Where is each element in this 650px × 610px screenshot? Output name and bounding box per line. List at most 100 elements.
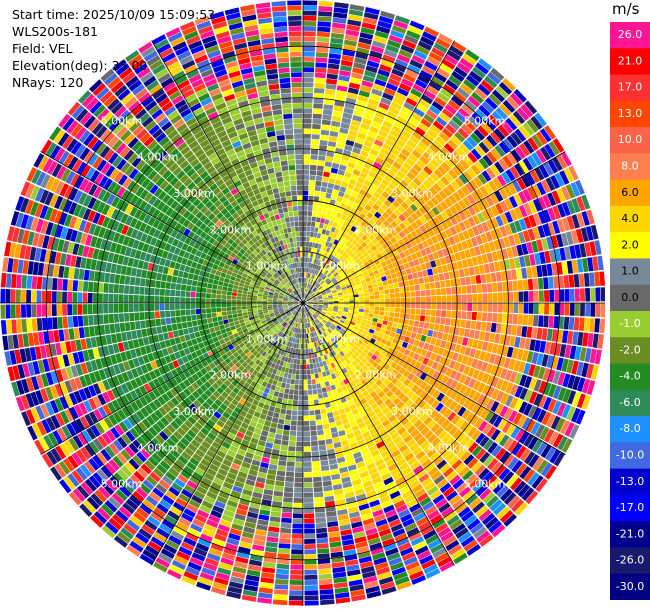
velocity-gate bbox=[406, 255, 413, 262]
velocity-gate bbox=[303, 195, 309, 201]
velocity-gate bbox=[498, 467, 511, 481]
velocity-gate bbox=[404, 452, 415, 462]
velocity-gate bbox=[306, 312, 309, 318]
velocity-gate bbox=[307, 283, 311, 289]
velocity-gate bbox=[134, 387, 143, 398]
velocity-gate bbox=[193, 547, 208, 557]
velocity-gate bbox=[325, 264, 330, 270]
velocity-gate bbox=[554, 289, 560, 302]
velocity-gate bbox=[522, 122, 535, 136]
velocity-gate bbox=[328, 177, 336, 184]
velocity-gate bbox=[470, 236, 479, 247]
velocity-gate bbox=[445, 387, 454, 398]
velocity-gate bbox=[26, 377, 35, 392]
velocity-gate bbox=[20, 394, 30, 410]
velocity-gate bbox=[99, 419, 110, 432]
velocity-gate bbox=[307, 298, 312, 301]
velocity-gate bbox=[242, 589, 258, 597]
velocity-gate bbox=[533, 315, 539, 327]
velocity-gate bbox=[371, 432, 380, 440]
velocity-gate bbox=[354, 357, 361, 364]
velocity-gate bbox=[298, 307, 301, 312]
velocity-gate bbox=[355, 137, 365, 145]
velocity-gate bbox=[250, 331, 256, 337]
velocity-gate bbox=[247, 425, 256, 433]
velocity-gate bbox=[427, 368, 436, 377]
velocity-gate bbox=[316, 170, 324, 177]
velocity-gate bbox=[505, 270, 512, 281]
velocity-gate bbox=[260, 462, 269, 469]
velocity-gate bbox=[426, 56, 441, 67]
velocity-gate bbox=[216, 407, 225, 415]
velocity-gate bbox=[552, 433, 564, 448]
velocity-gate bbox=[187, 443, 198, 453]
velocity-gate bbox=[367, 284, 373, 289]
velocity-gate bbox=[515, 463, 527, 477]
velocity-gate bbox=[303, 333, 305, 339]
velocity-gate bbox=[481, 372, 490, 384]
velocity-gate bbox=[123, 418, 133, 430]
velocity-gate bbox=[479, 451, 491, 464]
velocity-gate bbox=[303, 77, 314, 83]
velocity-gate bbox=[206, 468, 217, 477]
velocity-gate bbox=[303, 159, 310, 165]
velocity-gate bbox=[405, 330, 412, 338]
velocity-gate bbox=[191, 351, 198, 359]
velocity-gate bbox=[135, 532, 150, 544]
velocity-gate bbox=[318, 286, 323, 290]
velocity-gate bbox=[354, 305, 359, 309]
velocity-gate bbox=[289, 430, 297, 436]
velocity-gate bbox=[305, 343, 308, 349]
velocity-gate bbox=[533, 379, 542, 392]
velocity-gate bbox=[183, 370, 191, 379]
velocity-gate bbox=[303, 72, 314, 78]
velocity-gate bbox=[300, 359, 303, 365]
velocity-gate bbox=[321, 320, 326, 325]
velocity-gate bbox=[313, 300, 318, 302]
velocity-gate bbox=[390, 191, 399, 200]
velocity-gate bbox=[95, 422, 105, 435]
velocity-gate bbox=[226, 472, 237, 480]
velocity-gate bbox=[349, 124, 360, 132]
velocity-gate bbox=[317, 393, 324, 399]
velocity-gate bbox=[467, 426, 478, 438]
velocity-gate bbox=[292, 528, 303, 534]
velocity-gate bbox=[304, 518, 315, 524]
velocity-gate bbox=[374, 306, 380, 311]
velocity-gate bbox=[414, 145, 425, 155]
velocity-gate bbox=[453, 91, 467, 103]
velocity-gate bbox=[444, 197, 453, 208]
velocity-gate bbox=[432, 389, 441, 399]
velocity-gate bbox=[527, 228, 536, 241]
velocity-gate bbox=[327, 182, 335, 189]
velocity-gate bbox=[381, 178, 390, 187]
velocity-gate bbox=[70, 420, 81, 434]
velocity-gate bbox=[330, 194, 338, 201]
velocity-gate bbox=[430, 196, 440, 206]
velocity-gate bbox=[487, 458, 499, 471]
velocity-gate bbox=[372, 552, 386, 561]
velocity-gate bbox=[274, 584, 289, 590]
velocity-gate bbox=[234, 480, 245, 489]
velocity-gate bbox=[427, 466, 439, 477]
velocity-gate bbox=[468, 497, 482, 510]
velocity-gate bbox=[194, 331, 201, 338]
velocity-gate bbox=[466, 338, 474, 348]
velocity-gate bbox=[172, 360, 180, 369]
velocity-gate bbox=[282, 435, 289, 441]
velocity-gate bbox=[463, 219, 472, 229]
velocity-gate bbox=[548, 315, 554, 328]
velocity-gate bbox=[61, 425, 72, 439]
velocity-gate bbox=[208, 514, 221, 524]
velocity-gate bbox=[318, 249, 323, 255]
velocity-gate bbox=[446, 295, 452, 303]
velocity-gate bbox=[455, 278, 461, 287]
velocity-gate bbox=[394, 576, 410, 586]
velocity-gate bbox=[297, 410, 303, 416]
velocity-gate bbox=[418, 341, 425, 349]
velocity-gate bbox=[288, 313, 293, 318]
velocity-gate bbox=[353, 221, 360, 228]
velocity-gate bbox=[345, 282, 351, 287]
velocity-gate bbox=[349, 305, 354, 309]
velocity-gate bbox=[465, 49, 480, 62]
